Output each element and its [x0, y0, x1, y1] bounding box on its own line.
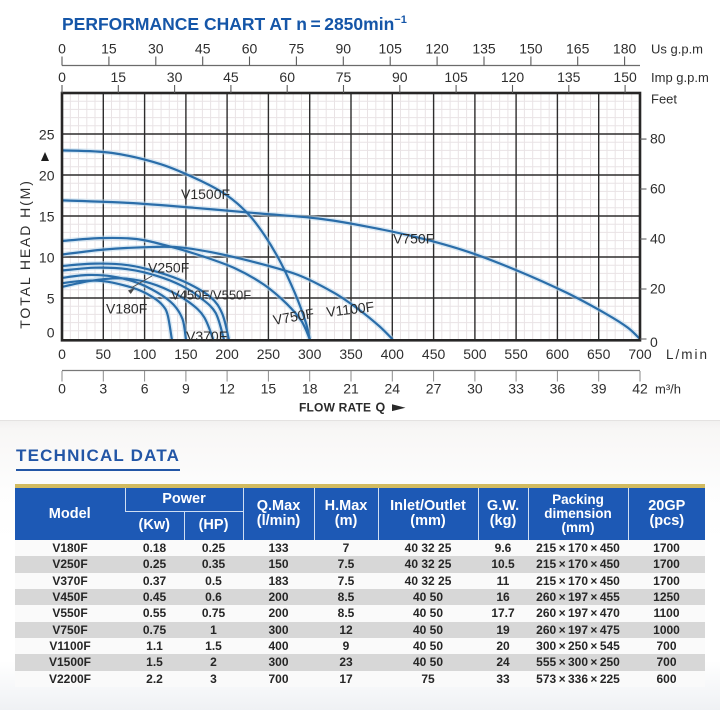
svg-text:135: 135: [557, 69, 581, 85]
svg-text:150: 150: [613, 69, 637, 85]
svg-text:27: 27: [426, 381, 442, 397]
svg-text:50: 50: [96, 346, 112, 362]
svg-text:100: 100: [133, 346, 157, 362]
svg-text:V750F: V750F: [272, 305, 315, 328]
svg-text:60: 60: [242, 41, 258, 57]
svg-text:45: 45: [223, 69, 239, 85]
svg-text:18: 18: [302, 381, 318, 397]
svg-text:105: 105: [379, 41, 403, 57]
svg-text:200: 200: [215, 346, 239, 362]
svg-text:500: 500: [463, 346, 487, 362]
svg-text:6: 6: [141, 381, 149, 397]
svg-text:60: 60: [279, 69, 295, 85]
svg-text:3: 3: [99, 381, 107, 397]
svg-text:5: 5: [47, 291, 55, 307]
svg-text:Feet: Feet: [651, 92, 677, 107]
svg-text:15: 15: [39, 209, 55, 225]
svg-text:600: 600: [546, 346, 570, 362]
svg-text:12: 12: [219, 381, 235, 397]
svg-text:39: 39: [591, 381, 607, 397]
svg-text:40: 40: [650, 231, 666, 247]
svg-text:21: 21: [343, 381, 359, 397]
svg-text:Q: Q: [376, 401, 386, 415]
svg-text:75: 75: [289, 41, 305, 57]
svg-text:20: 20: [39, 168, 55, 184]
svg-text:36: 36: [550, 381, 566, 397]
svg-text:0: 0: [47, 325, 55, 341]
svg-text:45: 45: [195, 41, 211, 57]
svg-text:10: 10: [39, 250, 55, 266]
svg-text:V180F: V180F: [106, 301, 147, 317]
svg-text:V1100F: V1100F: [325, 298, 375, 320]
svg-text:300: 300: [298, 346, 322, 362]
svg-text:24: 24: [385, 381, 401, 397]
svg-text:80: 80: [650, 131, 666, 147]
svg-text:42: 42: [632, 381, 648, 397]
svg-text:30: 30: [167, 69, 183, 85]
svg-text:450: 450: [422, 346, 446, 362]
svg-text:105: 105: [444, 69, 468, 85]
svg-text:350: 350: [339, 346, 363, 362]
svg-text:V250F: V250F: [148, 260, 189, 276]
svg-text:30: 30: [148, 41, 164, 57]
svg-text:9: 9: [182, 381, 190, 397]
svg-text:33: 33: [508, 381, 524, 397]
svg-text:25: 25: [39, 127, 55, 143]
svg-text:30: 30: [467, 381, 483, 397]
svg-text:FLOW RATE: FLOW RATE: [299, 401, 371, 415]
svg-text:150: 150: [519, 41, 543, 57]
svg-text:75: 75: [336, 69, 352, 85]
svg-text:Imp g.p.m: Imp g.p.m: [651, 70, 709, 85]
svg-text:m³/h: m³/h: [655, 382, 681, 397]
svg-text:V1500F: V1500F: [181, 186, 230, 202]
svg-text:120: 120: [501, 69, 525, 85]
svg-text:165: 165: [566, 41, 590, 57]
svg-text:120: 120: [425, 41, 449, 57]
svg-text:250: 250: [257, 346, 281, 362]
svg-text:60: 60: [650, 181, 666, 197]
svg-text:V750F: V750F: [393, 231, 434, 247]
svg-text:0: 0: [58, 41, 66, 57]
svg-text:20: 20: [650, 281, 666, 297]
svg-text:700: 700: [628, 346, 652, 362]
svg-text:15: 15: [111, 69, 127, 85]
svg-text:180: 180: [613, 41, 637, 57]
svg-text:90: 90: [392, 69, 408, 85]
svg-text:0: 0: [58, 381, 66, 397]
svg-text:Us g.p.m: Us g.p.m: [651, 42, 703, 57]
svg-text:L/min: L/min: [666, 347, 709, 362]
svg-text:15: 15: [101, 41, 117, 57]
svg-text:0: 0: [650, 334, 658, 350]
svg-text:90: 90: [336, 41, 352, 57]
svg-text:135: 135: [472, 41, 496, 57]
svg-text:150: 150: [174, 346, 198, 362]
svg-text:0: 0: [58, 69, 66, 85]
svg-text:650: 650: [587, 346, 611, 362]
svg-text:550: 550: [504, 346, 528, 362]
svg-text:V450F/V550F: V450F/V550F: [171, 288, 251, 303]
svg-text:TOTAL HEAD H(M): TOTAL HEAD H(M): [17, 179, 33, 329]
svg-text:400: 400: [381, 346, 405, 362]
svg-text:V370F: V370F: [186, 328, 227, 344]
svg-text:15: 15: [261, 381, 277, 397]
svg-text:0: 0: [58, 346, 66, 362]
